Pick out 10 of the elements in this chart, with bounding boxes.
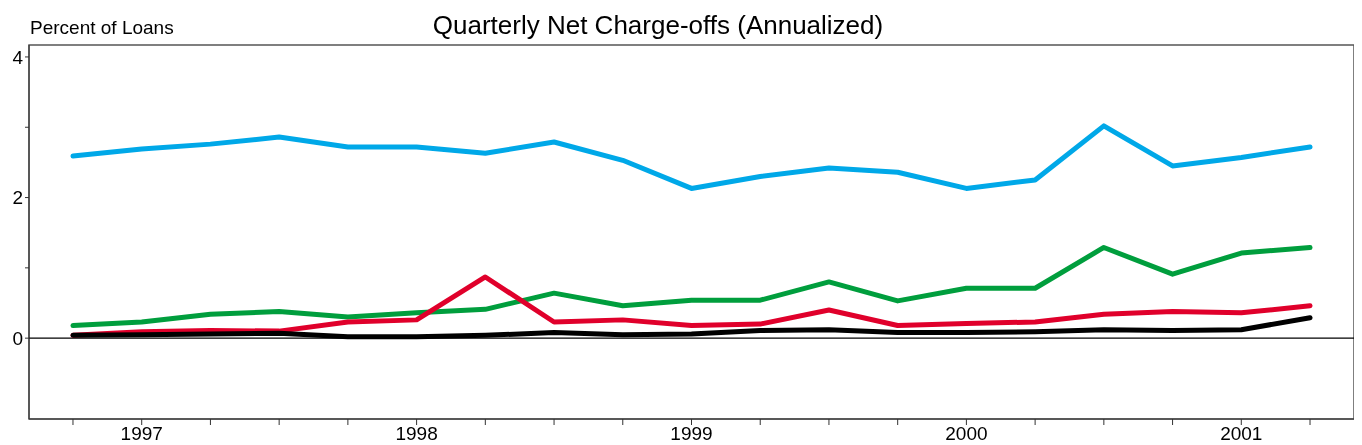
chart-title: Quarterly Net Charge-offs (Annualized) [432, 10, 884, 40]
x-tick-label: 1998 [395, 423, 438, 445]
x-tick-label: 1997 [120, 423, 163, 445]
y-axis-title: Percent of Loans [30, 17, 174, 39]
y-tick-label: 0 [12, 327, 23, 349]
y-tick-label: 4 [12, 46, 24, 68]
x-tick-label: 2000 [945, 423, 988, 445]
x-tick-label: 1999 [670, 423, 713, 445]
x-tick-label: 2001 [1220, 423, 1263, 445]
y-tick-label: 2 [12, 187, 23, 209]
